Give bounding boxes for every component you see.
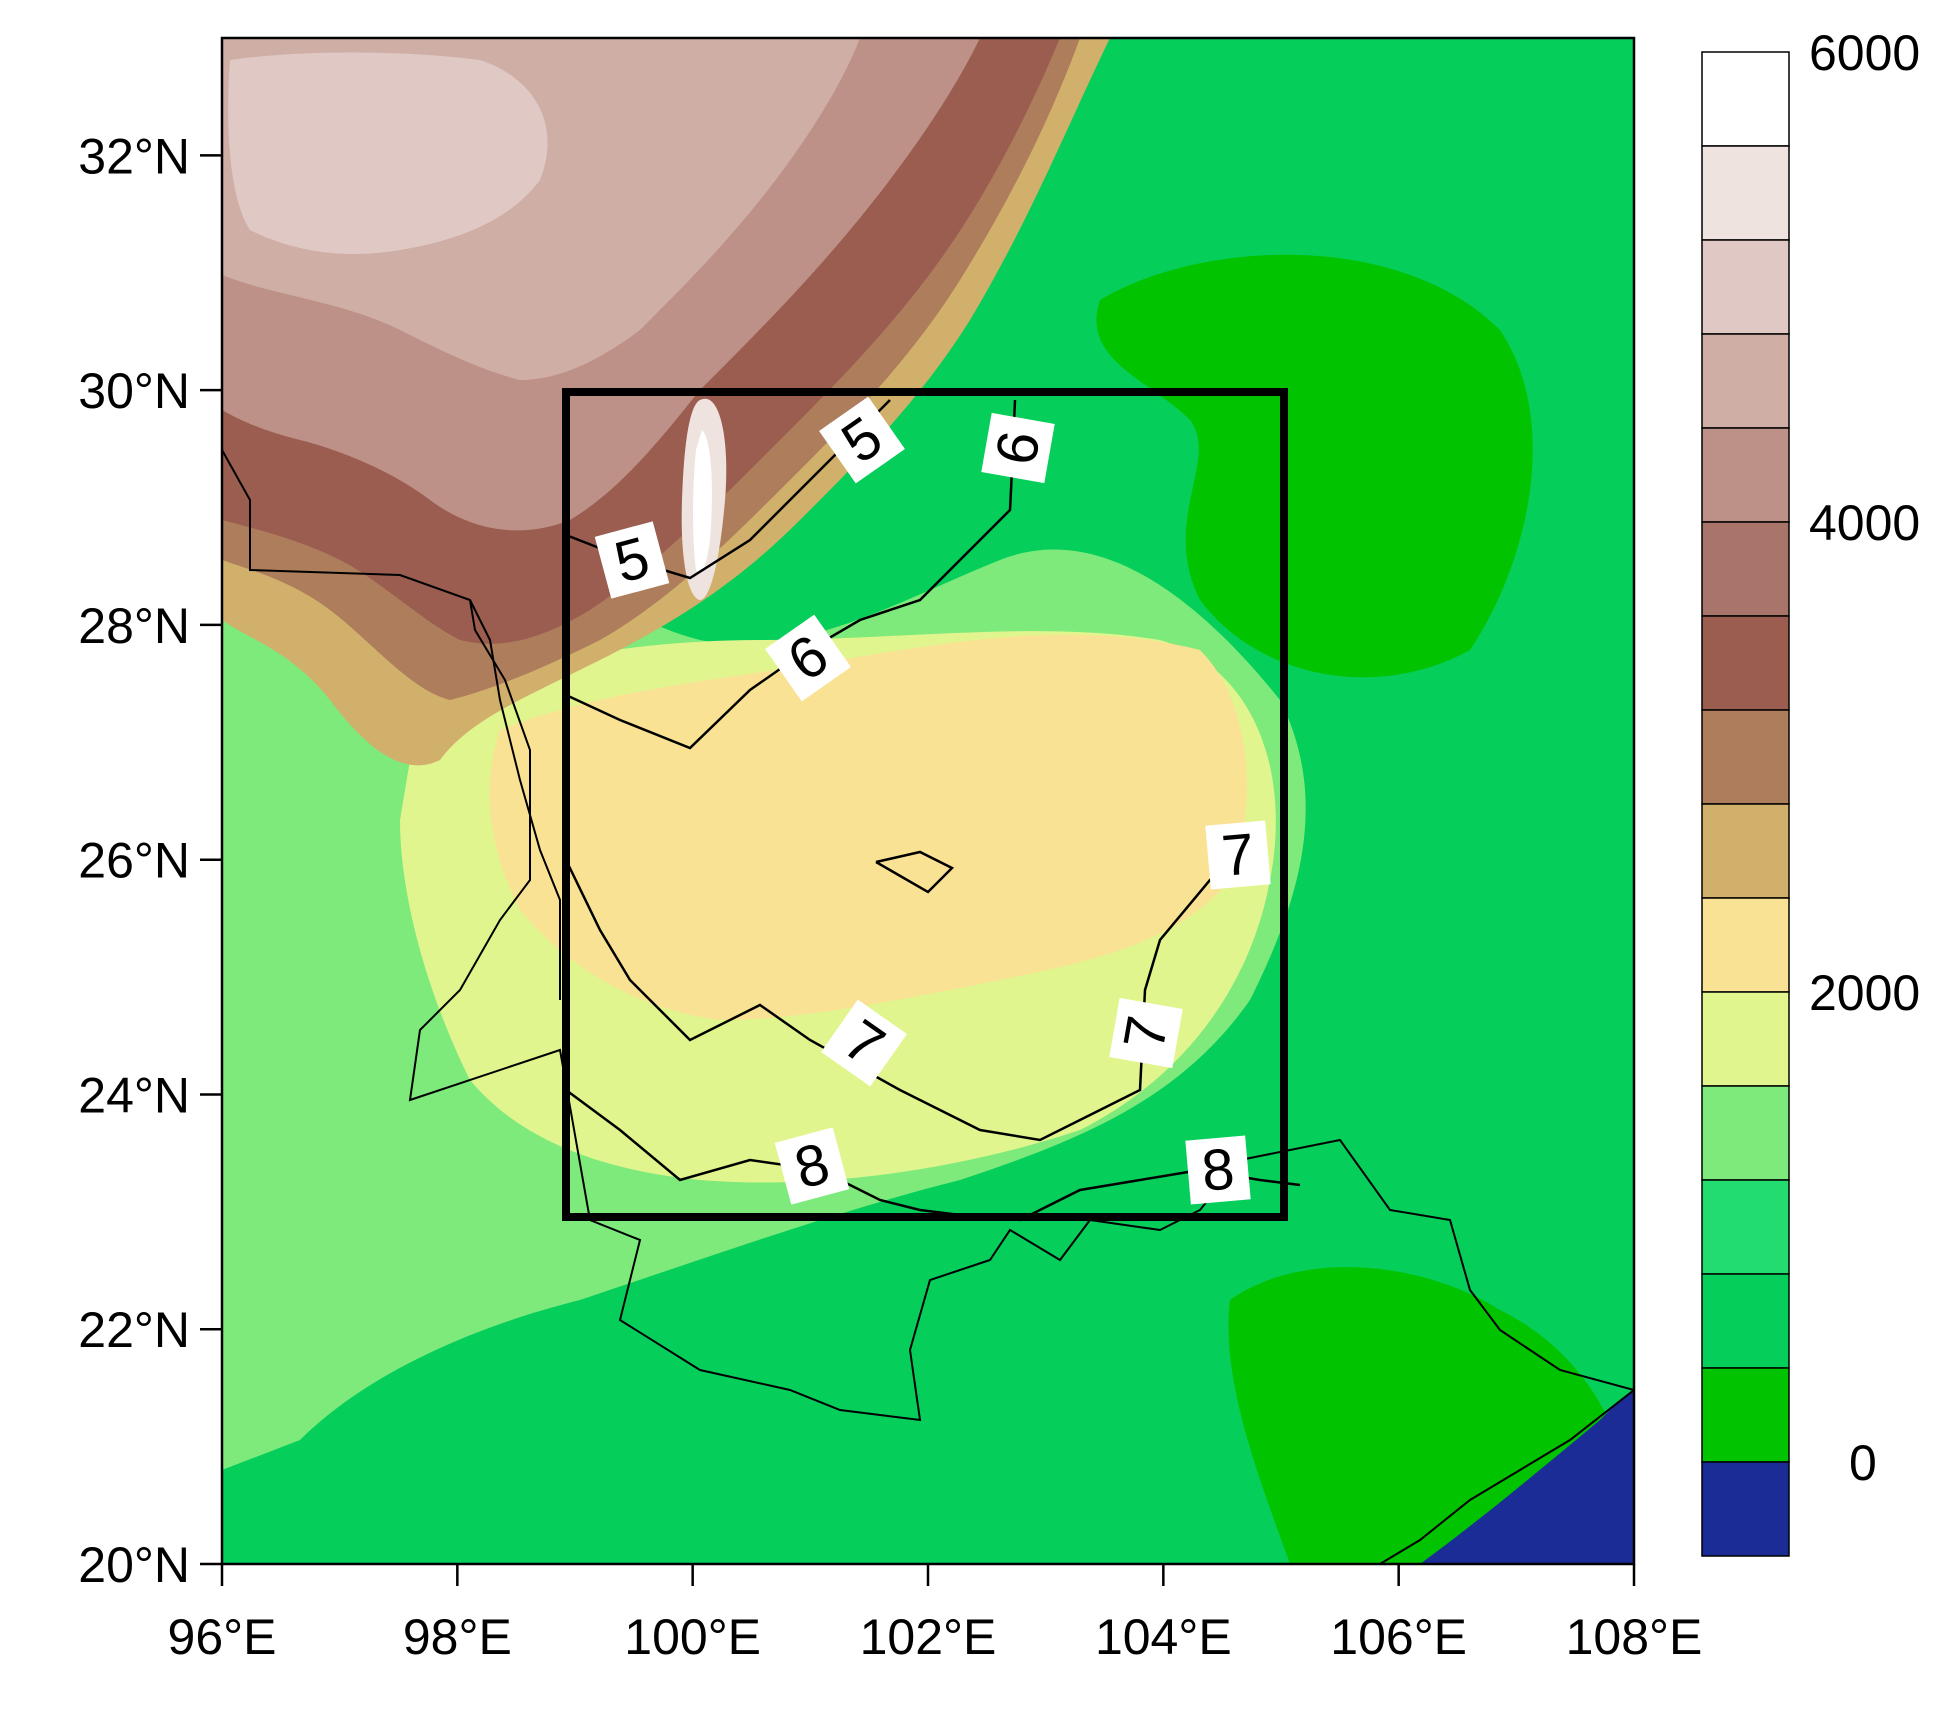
contour-label-7a: 7 bbox=[1205, 820, 1271, 890]
colorbar-label: 0 bbox=[1849, 1435, 1877, 1491]
x-tick-label: 108°E bbox=[1566, 1609, 1703, 1665]
colorbar-segment bbox=[1701, 1179, 1790, 1275]
y-axis: 20°N 22°N 24°N 26°N 28°N 30°N 32°N bbox=[78, 128, 222, 1593]
colorbar-segment bbox=[1701, 427, 1790, 523]
y-tick-label: 24°N bbox=[78, 1067, 190, 1123]
colorbar-label: 2000 bbox=[1809, 965, 1920, 1021]
x-tick-label: 106°E bbox=[1330, 1609, 1467, 1665]
ocean bbox=[1420, 1390, 1634, 1564]
contour-label-text: 8 bbox=[1199, 1136, 1237, 1204]
y-tick-label: 20°N bbox=[78, 1537, 190, 1593]
y-tick-label: 26°N bbox=[78, 833, 190, 889]
colorbar-segment bbox=[1701, 1085, 1790, 1181]
colorbar-segment bbox=[1701, 145, 1790, 241]
y-tick-label: 32°N bbox=[78, 128, 190, 184]
map-plot-area: 5 5 6 6 7 7 7 8 bbox=[222, 38, 1634, 1564]
contour-label-7b: 7 bbox=[1109, 997, 1183, 1069]
x-tick-label: 102°E bbox=[860, 1609, 997, 1665]
colorbar-segment bbox=[1701, 239, 1790, 335]
colorbar-segment bbox=[1701, 1367, 1790, 1463]
colorbar-segment bbox=[1701, 333, 1790, 429]
contour-label-8a: 8 bbox=[774, 1127, 850, 1205]
plateau-core bbox=[489, 634, 1247, 1020]
y-tick-label: 22°N bbox=[78, 1302, 190, 1358]
china-myanmar-border bbox=[469, 599, 561, 1000]
x-axis: 96°E 98°E 100°E 102°E 104°E 106°E 108°E bbox=[168, 1564, 1703, 1665]
colorbar-segment bbox=[1701, 709, 1790, 805]
colorbar-segment bbox=[1701, 615, 1790, 711]
colorbar-segment bbox=[1701, 803, 1790, 899]
colorbar-label: 4000 bbox=[1809, 495, 1920, 551]
x-tick-label: 96°E bbox=[168, 1609, 277, 1665]
colorbar-segment bbox=[1701, 897, 1790, 993]
highland-lightpink bbox=[228, 52, 548, 254]
country-border bbox=[222, 449, 1634, 1422]
peak-white-core bbox=[693, 430, 712, 574]
study-region-box bbox=[562, 388, 1288, 1221]
x-tick-label: 98°E bbox=[403, 1609, 512, 1665]
contour-label-8b: 8 bbox=[1185, 1135, 1251, 1205]
colorbar-segment bbox=[1701, 1461, 1790, 1557]
y-tick-label: 28°N bbox=[78, 598, 190, 654]
colorbar-segment bbox=[1701, 991, 1790, 1087]
contour-line-7 bbox=[564, 853, 1251, 1142]
colorbar-label: 6000 bbox=[1809, 25, 1920, 81]
colorbar: 6000 4000 2000 0 bbox=[1701, 25, 1920, 1557]
x-tick-label: 104°E bbox=[1095, 1609, 1232, 1665]
x-tick-label: 100°E bbox=[624, 1609, 761, 1665]
y-tick-label: 30°N bbox=[78, 363, 190, 419]
colorbar-segment bbox=[1701, 1273, 1790, 1369]
contour-line-6 bbox=[565, 399, 1017, 750]
contour-line-7-closed bbox=[875, 850, 955, 894]
contour-label-text: 7 bbox=[1219, 821, 1257, 889]
basin-region bbox=[1096, 254, 1533, 678]
colorbar-segment bbox=[1701, 51, 1790, 147]
contour-label-6b: 6 bbox=[981, 412, 1055, 484]
contour-label-5a: 5 bbox=[594, 521, 670, 599]
colorbar-segment bbox=[1701, 521, 1790, 617]
coastline bbox=[1379, 1389, 1634, 1564]
